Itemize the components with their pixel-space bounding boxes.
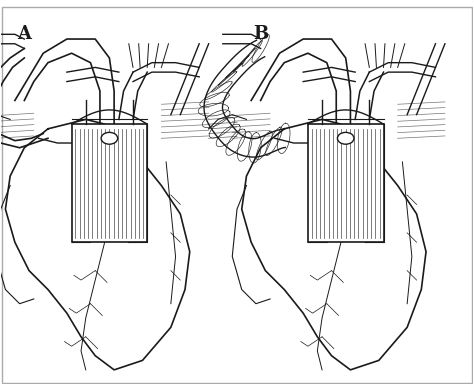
Bar bbox=[72, 124, 147, 242]
Text: B: B bbox=[254, 25, 269, 43]
Bar bbox=[308, 124, 383, 242]
Ellipse shape bbox=[101, 132, 118, 144]
Text: A: A bbox=[17, 25, 31, 43]
Ellipse shape bbox=[337, 132, 354, 144]
